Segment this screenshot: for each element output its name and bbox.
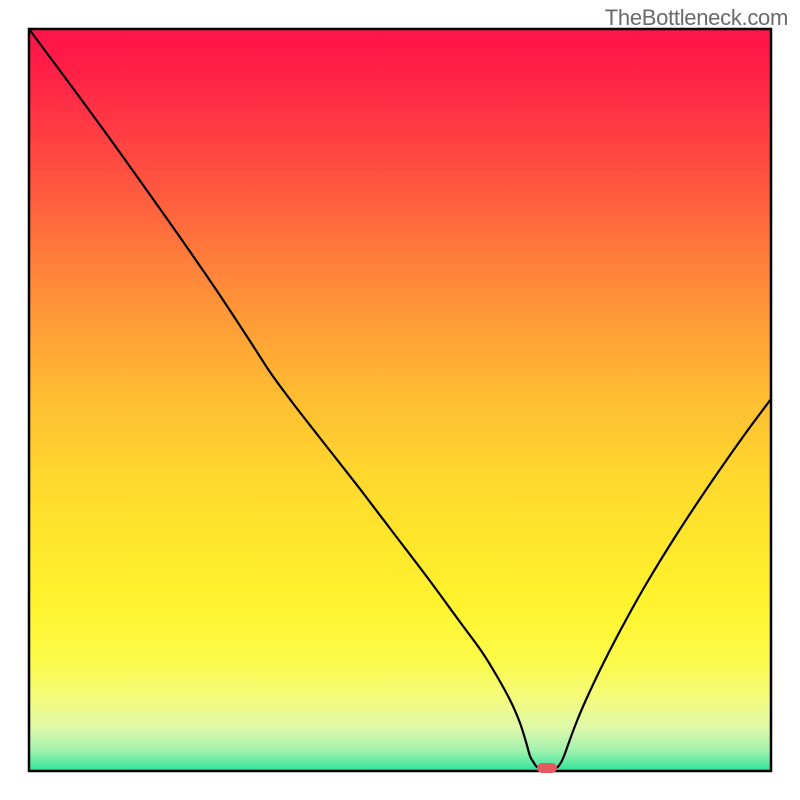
bottleneck-curve-chart [0,0,800,800]
plot-background [29,29,771,771]
chart-container: TheBottleneck.com [0,0,800,800]
optimal-marker [537,763,557,773]
watermark-text: TheBottleneck.com [605,5,788,31]
